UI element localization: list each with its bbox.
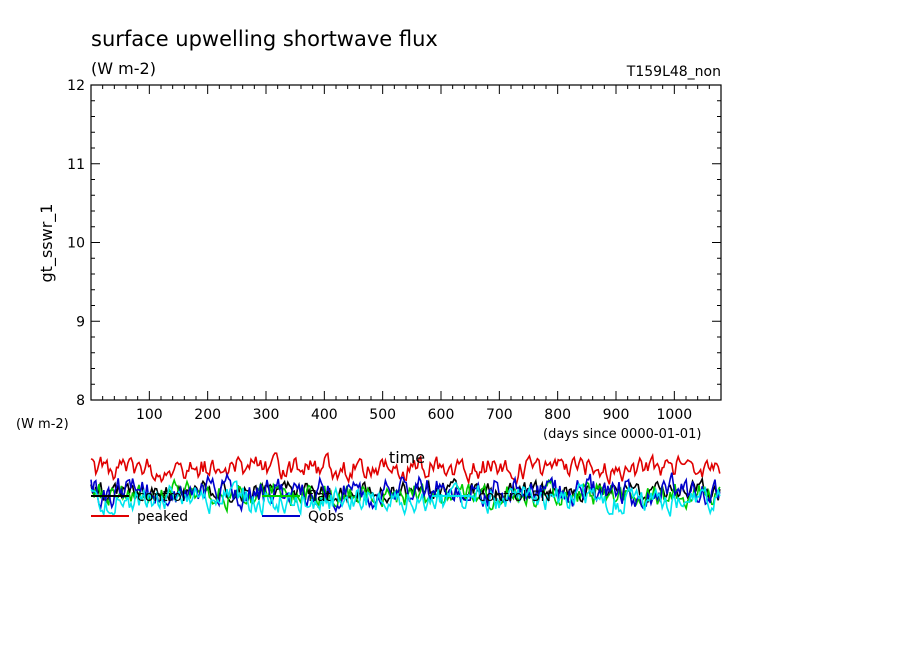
legend-label-flat: flat (308, 489, 331, 505)
legend: control flat control-5N peaked Qobs (91, 489, 551, 525)
x-tick-label: 500 (369, 407, 396, 423)
legend-label-control: control (137, 489, 186, 505)
series-line-control-5n (90, 480, 721, 517)
x-tick-label: 900 (603, 407, 630, 423)
y-axis-label: gt_sswr_1 (37, 204, 57, 283)
y-axis-unit: (W m-2) (16, 417, 69, 432)
legend-label-qobs: Qobs (308, 509, 344, 525)
chart-title: surface upwelling shortwave flux (91, 27, 438, 51)
legend-label-peaked: peaked (137, 509, 188, 525)
chart-subtitle: (W m-2) (91, 59, 156, 78)
x-tick-label: 1000 (657, 407, 693, 423)
x-axis-unit: (days since 0000-01-01) (543, 427, 701, 442)
x-tick-label: 200 (194, 407, 221, 423)
y-tick-label: 11 (67, 157, 85, 173)
x-tick-label: 800 (544, 407, 571, 423)
x-tick-label: 300 (253, 407, 280, 423)
series-line-peaked (90, 452, 721, 486)
x-tick-label: 700 (486, 407, 513, 423)
legend-label-control-5n: control-5N (478, 489, 551, 505)
series-layer (90, 452, 721, 517)
y-tick-label: 10 (67, 236, 85, 252)
x-tick-label: 100 (136, 407, 163, 423)
run-label: T159L48_non (626, 64, 721, 80)
y-tick-label: 8 (76, 393, 85, 409)
x-tick-label: 600 (428, 407, 455, 423)
x-tick-label: 400 (311, 407, 338, 423)
axes: 100 200 300 400 500 600 700 800 900 1000 8 9 10 11 12 (67, 78, 722, 423)
y-tick-label: 12 (67, 78, 85, 94)
plot-frame (90, 84, 722, 401)
x-axis-label: time (389, 448, 425, 467)
y-tick-label: 9 (76, 314, 85, 330)
